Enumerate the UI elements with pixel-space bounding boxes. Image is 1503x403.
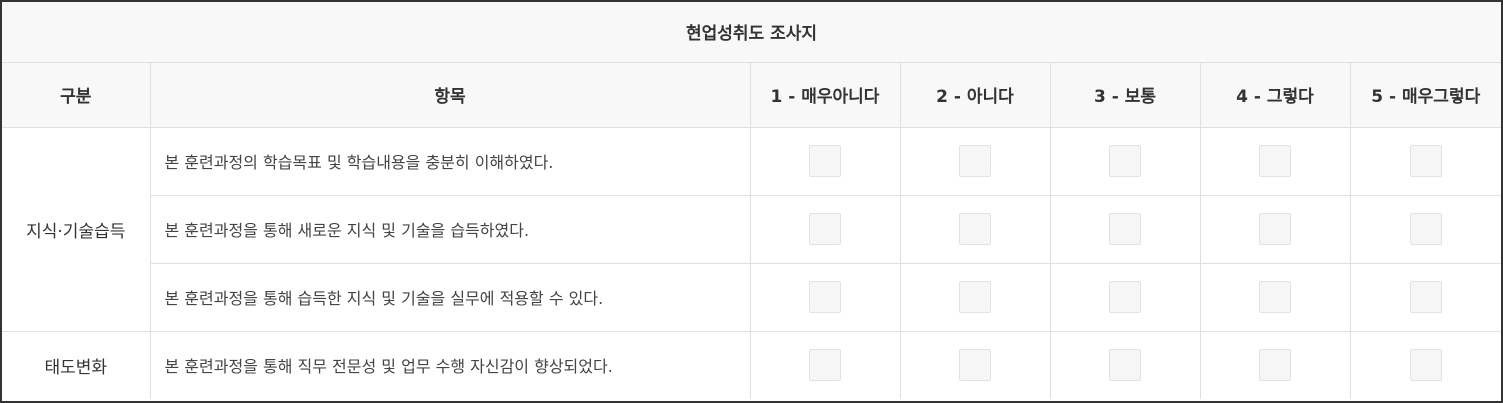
rating-checkbox-2[interactable]: [959, 281, 991, 313]
rating-checkbox-5[interactable]: [1409, 145, 1442, 177]
header-item: 항목: [149, 61, 751, 128]
category-label: 태도변화: [2, 330, 151, 399]
survey-title: 현업성취도 조사지: [2, 2, 1502, 63]
header-scale-4: 4 - 그렇다: [1199, 61, 1351, 128]
table-row: 지식·기술습득 본 훈련과정의 학습목표 및 학습내용을 충분히 이해하였다.: [2, 126, 1502, 332]
category-label: 지식·기술습득: [2, 126, 151, 332]
table-row: 본 훈련과정을 통해 습득한 지식 및 기술을 실무에 적용할 수 있다.: [2, 262, 1502, 332]
header-scale-2: 2 - 아니다: [899, 61, 1051, 128]
rating-checkbox-4[interactable]: [1259, 145, 1291, 177]
table-row: 본 훈련과정을 통해 새로운 지식 및 기술을 습득하였다.: [2, 194, 1502, 264]
rating-checkbox-5[interactable]: [1409, 213, 1442, 245]
rating-checkbox-2[interactable]: [959, 213, 991, 245]
rating-checkbox-1[interactable]: [809, 349, 841, 382]
rating-checkbox-2[interactable]: [959, 349, 991, 382]
rating-checkbox-5[interactable]: [1409, 281, 1442, 313]
rating-checkbox-3[interactable]: [1109, 281, 1141, 313]
header-scale-5: 5 - 매우그렇다: [1349, 61, 1502, 128]
table-row: 태도변화 본 훈련과정을 통해 직무 전문성 및 업무 수행 자신감이 향상되었…: [2, 330, 1502, 399]
item-text: 본 훈련과정을 통해 직무 전문성 및 업무 수행 자신감이 향상되었다.: [149, 330, 751, 399]
title-row: 현업성취도 조사지: [2, 2, 1502, 63]
item-text: 본 훈련과정을 통해 습득한 지식 및 기술을 실무에 적용할 수 있다.: [150, 262, 751, 332]
item-text: 본 훈련과정을 통해 새로운 지식 및 기술을 습득하였다.: [150, 194, 751, 264]
rating-checkbox-3[interactable]: [1109, 145, 1141, 177]
rating-checkbox-4[interactable]: [1259, 349, 1291, 382]
rating-checkbox-4[interactable]: [1259, 281, 1291, 313]
rating-checkbox-4[interactable]: [1259, 213, 1291, 245]
rating-checkbox-5[interactable]: [1409, 349, 1442, 382]
rating-checkbox-3[interactable]: [1109, 213, 1141, 245]
header-category: 구분: [2, 61, 151, 128]
rating-checkbox-3[interactable]: [1109, 349, 1141, 382]
rating-checkbox-2[interactable]: [959, 145, 991, 177]
rating-checkbox-1[interactable]: [809, 281, 841, 313]
header-scale-3: 3 - 보통: [1049, 61, 1201, 128]
header-scale-1: 1 - 매우아니다: [749, 61, 901, 128]
rating-checkbox-1[interactable]: [809, 145, 841, 177]
header-row: 구분 항목 1 - 매우아니다 2 - 아니다 3 - 보통 4 - 그렇다 5…: [2, 61, 1502, 128]
item-text: 본 훈련과정의 학습목표 및 학습내용을 충분히 이해하였다.: [149, 126, 751, 196]
rating-checkbox-1[interactable]: [809, 213, 841, 245]
